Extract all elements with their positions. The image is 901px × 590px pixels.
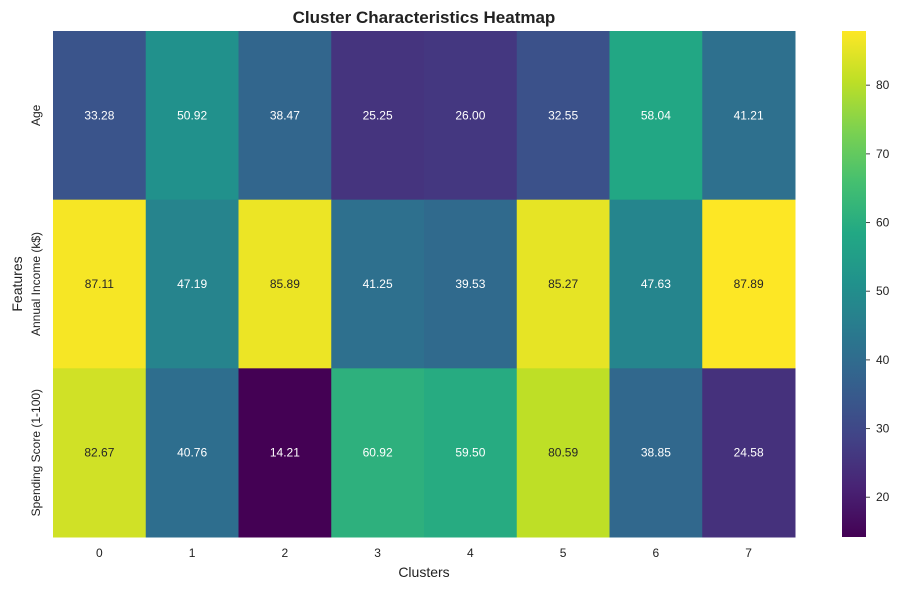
cell-value-label: 38.85 [641, 446, 671, 460]
x-tick-label: 7 [745, 546, 752, 560]
colorbar-tick-label: 30 [876, 422, 890, 436]
heatmap-cell [702, 31, 796, 201]
cell-value-label: 85.27 [548, 277, 578, 291]
heatmap-cell [53, 31, 147, 201]
cell-value-label: 26.00 [455, 108, 485, 122]
cell-value-label: 39.53 [455, 277, 485, 291]
x-tick-label: 2 [282, 546, 289, 560]
heatmap-cell [53, 199, 147, 369]
heatmap-cell [424, 31, 518, 201]
colorbar [842, 31, 866, 537]
heatmap-cells: 33.28 50.92 38.47 25.25 26.00 32.55 58.04 41.21… [53, 31, 796, 538]
heatmap-cell [145, 368, 239, 538]
cell-value-label: 87.11 [85, 277, 114, 291]
colorbar-tick-label: 40 [876, 353, 890, 367]
cell-value-label: 50.92 [177, 108, 207, 122]
cell-value-label: 80.59 [548, 446, 578, 460]
cell-value-label: 59.50 [455, 446, 485, 460]
colorbar-tick-label: 80 [876, 78, 890, 92]
heatmap-cell [238, 31, 332, 201]
y-axis-label: Features [9, 256, 25, 311]
x-tick-label: 4 [467, 546, 474, 560]
cell-value-label: 87.89 [734, 277, 764, 291]
cell-value-label: 25.25 [363, 108, 393, 122]
heatmap-cell [238, 368, 332, 538]
heatmap-cell [331, 199, 425, 369]
cell-value-label: 41.21 [734, 108, 764, 122]
heatmap-cell [331, 368, 425, 538]
y-tick-label: Spending Score (1-100) [29, 389, 43, 516]
y-tick-label: Age [29, 104, 43, 126]
colorbar-tick-label: 60 [876, 216, 890, 230]
cell-value-label: 60.92 [363, 446, 393, 460]
heatmap-cell [145, 31, 239, 201]
cell-value-label: 33.28 [84, 108, 114, 122]
colorbar-tick-label: 20 [876, 490, 890, 504]
y-tick-label: Annual Income (k$) [29, 232, 43, 336]
heatmap-cell [516, 31, 610, 201]
heatmap-cell [238, 199, 332, 369]
cell-value-label: 40.76 [177, 446, 207, 460]
cell-value-label: 47.63 [641, 277, 671, 291]
cell-value-label: 38.47 [270, 108, 300, 122]
heatmap-cell [424, 199, 518, 369]
heatmap-cell [702, 199, 796, 369]
heatmap-cell [609, 368, 703, 538]
heatmap-cell [702, 368, 796, 538]
cell-value-label: 41.25 [363, 277, 393, 291]
cell-value-label: 14.21 [270, 446, 300, 460]
x-tick-labels: 0 1 2 3 4 5 6 7 [96, 546, 752, 560]
colorbar-tick-label: 50 [876, 284, 890, 298]
cell-value-label: 47.19 [177, 277, 207, 291]
colorbar-tick-label: 70 [876, 147, 890, 161]
x-tick-label: 3 [374, 546, 381, 560]
heatmap-cell [609, 31, 703, 201]
colorbar-ticks: 20 30 40 50 60 70 80 [866, 78, 890, 504]
y-tick-labels: Age Annual Income (k$) Spending Score (1-1… [29, 104, 43, 516]
x-tick-label: 6 [653, 546, 660, 560]
cell-value-label: 58.04 [641, 108, 671, 122]
x-tick-label: 0 [96, 546, 103, 560]
heatmap-cell [424, 368, 518, 538]
cell-value-label: 32.55 [548, 108, 578, 122]
cell-value-label: 24.58 [734, 446, 764, 460]
heatmap-cell [516, 368, 610, 538]
x-axis-label: Clusters [398, 564, 449, 580]
heatmap-cell [609, 199, 703, 369]
cell-value-label: 82.67 [84, 446, 114, 460]
heatmap-cell [145, 199, 239, 369]
heatmap-cell [53, 368, 147, 538]
x-tick-label: 1 [189, 546, 196, 560]
cell-value-label: 85.89 [270, 277, 300, 291]
chart-title: Cluster Characteristics Heatmap [293, 8, 556, 27]
heatmap-cell [331, 31, 425, 201]
heatmap-cell [516, 199, 610, 369]
x-tick-label: 5 [560, 546, 567, 560]
